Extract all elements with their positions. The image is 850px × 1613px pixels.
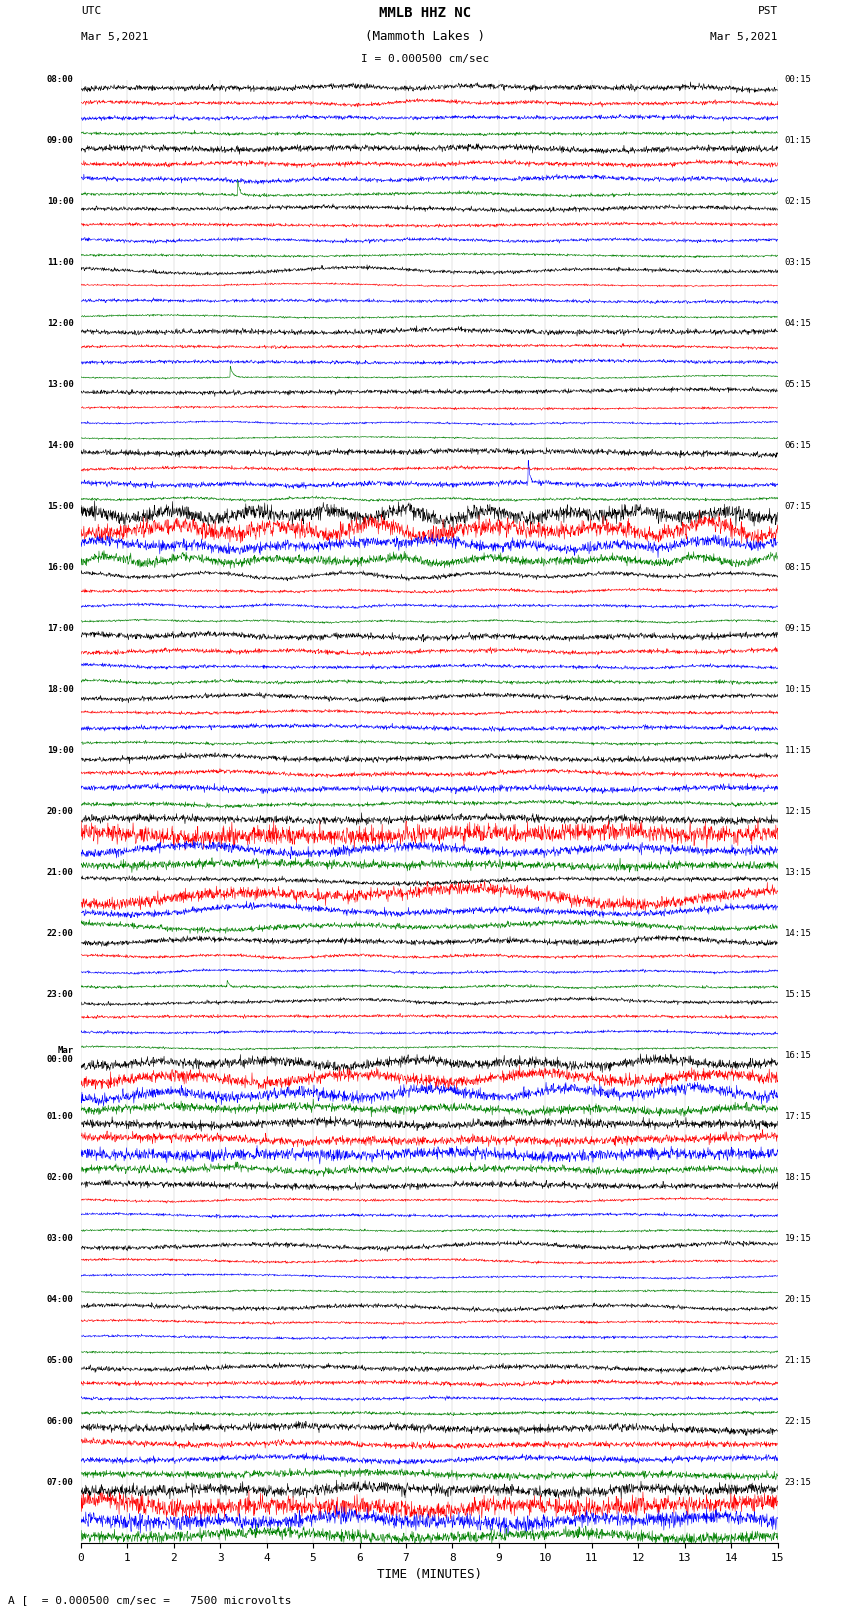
Text: 04:15: 04:15 xyxy=(785,319,812,329)
Text: 03:15: 03:15 xyxy=(785,258,812,268)
Text: 19:15: 19:15 xyxy=(785,1234,812,1242)
Text: 16:15: 16:15 xyxy=(785,1050,812,1060)
Text: 00:15: 00:15 xyxy=(785,76,812,84)
Text: 11:00: 11:00 xyxy=(47,258,74,268)
Text: 02:15: 02:15 xyxy=(785,197,812,206)
Text: (Mammoth Lakes ): (Mammoth Lakes ) xyxy=(365,31,485,44)
Text: 23:15: 23:15 xyxy=(785,1478,812,1487)
Text: UTC: UTC xyxy=(81,6,101,16)
Text: 17:00: 17:00 xyxy=(47,624,74,634)
Text: 15:15: 15:15 xyxy=(785,990,812,998)
Text: 23:00: 23:00 xyxy=(47,990,74,998)
Text: 20:15: 20:15 xyxy=(785,1295,812,1303)
Text: 12:15: 12:15 xyxy=(785,806,812,816)
Text: 20:00: 20:00 xyxy=(47,806,74,816)
Text: 21:00: 21:00 xyxy=(47,868,74,877)
Text: 13:15: 13:15 xyxy=(785,868,812,877)
Text: 07:00: 07:00 xyxy=(47,1478,74,1487)
Text: 13:00: 13:00 xyxy=(47,381,74,389)
Text: 14:00: 14:00 xyxy=(47,442,74,450)
Text: 07:15: 07:15 xyxy=(785,502,812,511)
Text: 15:00: 15:00 xyxy=(47,502,74,511)
Text: 01:15: 01:15 xyxy=(785,137,812,145)
Text: 17:15: 17:15 xyxy=(785,1111,812,1121)
Text: 04:00: 04:00 xyxy=(47,1295,74,1303)
Text: PST: PST xyxy=(757,6,778,16)
Text: 10:15: 10:15 xyxy=(785,686,812,694)
Text: 06:15: 06:15 xyxy=(785,442,812,450)
Text: 05:00: 05:00 xyxy=(47,1355,74,1365)
Text: 06:00: 06:00 xyxy=(47,1416,74,1426)
Text: 03:00: 03:00 xyxy=(47,1234,74,1242)
Text: 16:00: 16:00 xyxy=(47,563,74,573)
Text: 22:00: 22:00 xyxy=(47,929,74,937)
Text: 02:00: 02:00 xyxy=(47,1173,74,1182)
Text: 10:00: 10:00 xyxy=(47,197,74,206)
Text: I = 0.000500 cm/sec: I = 0.000500 cm/sec xyxy=(361,55,489,65)
Text: 09:00: 09:00 xyxy=(47,137,74,145)
Text: Mar 5,2021: Mar 5,2021 xyxy=(711,32,778,42)
Text: 09:15: 09:15 xyxy=(785,624,812,634)
Text: 12:00: 12:00 xyxy=(47,319,74,329)
Text: 18:15: 18:15 xyxy=(785,1173,812,1182)
Text: Mar: Mar xyxy=(58,1047,74,1055)
Text: MMLB HHZ NC: MMLB HHZ NC xyxy=(379,6,471,21)
Text: 01:00: 01:00 xyxy=(47,1111,74,1121)
Text: 14:15: 14:15 xyxy=(785,929,812,937)
Text: 08:15: 08:15 xyxy=(785,563,812,573)
Text: Mar 5,2021: Mar 5,2021 xyxy=(81,32,148,42)
X-axis label: TIME (MINUTES): TIME (MINUTES) xyxy=(377,1568,482,1581)
Text: 21:15: 21:15 xyxy=(785,1355,812,1365)
Text: 19:00: 19:00 xyxy=(47,747,74,755)
Text: 05:15: 05:15 xyxy=(785,381,812,389)
Text: 00:00: 00:00 xyxy=(47,1055,74,1065)
Text: 08:00: 08:00 xyxy=(47,76,74,84)
Text: 18:00: 18:00 xyxy=(47,686,74,694)
Text: A [  = 0.000500 cm/sec =   7500 microvolts: A [ = 0.000500 cm/sec = 7500 microvolts xyxy=(8,1595,292,1605)
Text: 22:15: 22:15 xyxy=(785,1416,812,1426)
Text: 11:15: 11:15 xyxy=(785,747,812,755)
